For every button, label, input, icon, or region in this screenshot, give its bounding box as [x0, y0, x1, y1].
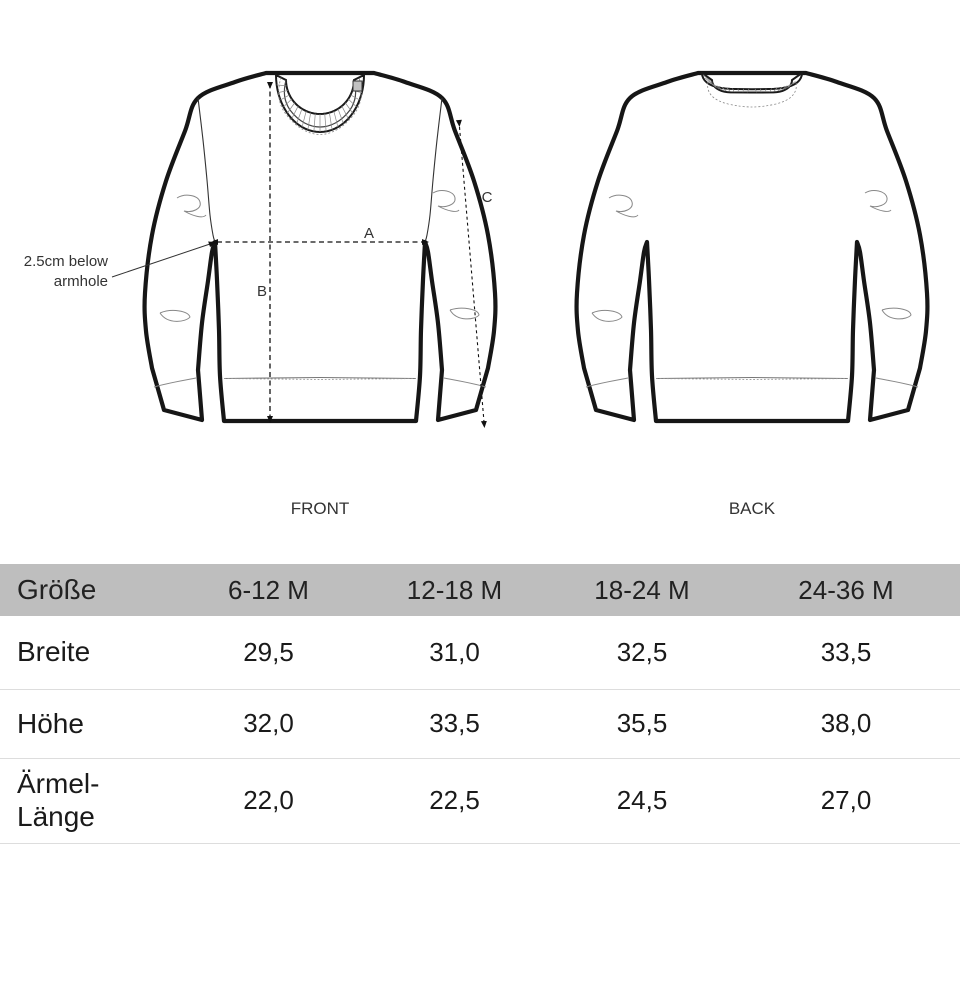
svg-text:FRONT: FRONT: [291, 499, 350, 518]
svg-text:2.5cm below: 2.5cm below: [24, 253, 108, 270]
svg-text:C: C: [482, 189, 493, 206]
svg-text:A: A: [364, 225, 374, 242]
svg-text:BACK: BACK: [729, 499, 776, 518]
svg-text:armhole: armhole: [54, 273, 108, 290]
svg-text:B: B: [257, 283, 267, 300]
